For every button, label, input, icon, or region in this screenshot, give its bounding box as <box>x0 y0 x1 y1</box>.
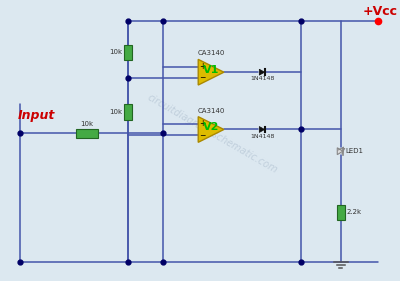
Text: 10k: 10k <box>80 121 94 127</box>
Polygon shape <box>259 126 265 132</box>
Text: 10k: 10k <box>109 49 122 55</box>
Text: 1N4148: 1N4148 <box>250 76 275 81</box>
Text: V2: V2 <box>203 123 219 132</box>
Bar <box>76 129 98 138</box>
Text: CA3140: CA3140 <box>197 108 225 114</box>
Text: circuitdiagram-schematic.com: circuitdiagram-schematic.com <box>146 92 279 175</box>
Text: CA3140: CA3140 <box>197 50 225 56</box>
Text: V1: V1 <box>203 65 219 75</box>
Text: 1N4148: 1N4148 <box>250 134 275 139</box>
Text: −: − <box>199 131 206 140</box>
Bar <box>124 104 132 120</box>
Text: Input: Input <box>18 109 55 122</box>
Text: −: − <box>199 73 206 82</box>
Polygon shape <box>198 117 224 142</box>
Bar <box>124 45 132 60</box>
Text: 2.2k: 2.2k <box>347 209 362 216</box>
Text: 10k: 10k <box>109 109 122 115</box>
Bar <box>337 205 345 220</box>
Polygon shape <box>259 69 265 75</box>
Text: +: + <box>199 62 206 71</box>
Text: +: + <box>199 119 206 128</box>
Polygon shape <box>198 59 224 85</box>
Text: LED1: LED1 <box>346 148 364 154</box>
Text: +Vcc: +Vcc <box>363 5 398 18</box>
Polygon shape <box>337 148 343 155</box>
